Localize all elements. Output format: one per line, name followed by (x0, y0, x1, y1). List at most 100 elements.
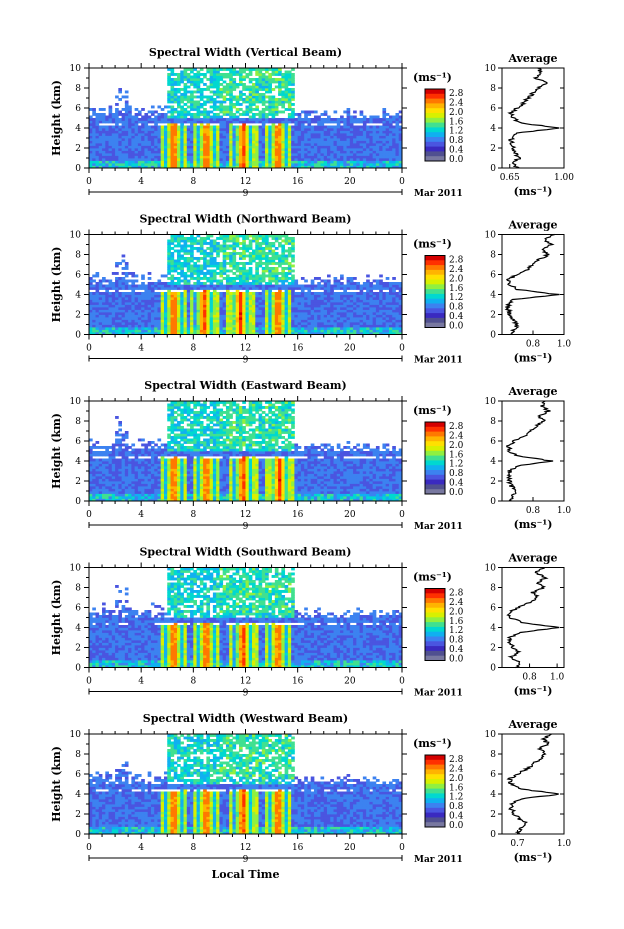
heatmap-cell (209, 294, 214, 298)
heatmap-cell (124, 324, 129, 328)
heatmap-cell (225, 155, 230, 159)
heatmap-cell (186, 165, 191, 169)
heatmap-cell (310, 317, 315, 320)
heatmap-cell (310, 292, 315, 295)
heatmap-cell (369, 160, 374, 164)
heatmap-cell (147, 143, 152, 146)
heatmap-cell (225, 165, 230, 169)
heatmap-cell (372, 138, 377, 141)
heatmap-cell (284, 237, 289, 240)
heatmap-cell (245, 160, 250, 164)
heatmap-cell (183, 125, 188, 129)
heatmap-cell (163, 294, 168, 298)
heatmap-cell (124, 297, 129, 300)
heatmap-cell (392, 160, 396, 164)
heatmap-cell (157, 115, 162, 119)
heatmap-cell (261, 292, 266, 295)
heatmap-cell (111, 319, 116, 323)
heatmap-cell (222, 138, 227, 141)
heatmap-cell (271, 163, 276, 166)
heatmap-cell (261, 98, 266, 101)
heatmap-cell (274, 78, 279, 81)
heatmap-cell (186, 118, 191, 121)
heatmap-cell (300, 299, 305, 303)
heatmap-cell (245, 324, 250, 328)
heatmap-cell (212, 264, 217, 268)
heatmap-cell (310, 279, 315, 283)
heatmap-cell (307, 329, 312, 333)
heatmap-cell (353, 125, 357, 129)
heatmap-cell (349, 140, 354, 144)
heatmap-cell (196, 155, 201, 159)
heatmap-cell (307, 128, 312, 131)
heatmap-cell (193, 140, 197, 144)
heatmap-cell (291, 140, 295, 144)
heatmap-cell (392, 163, 396, 166)
heatmap-cell (216, 163, 220, 166)
heatmap-cell (183, 108, 188, 111)
heatmap-cell (238, 309, 243, 313)
heatmap-cell (274, 85, 279, 89)
heatmap-cell (183, 244, 188, 248)
heatmap-cell (180, 100, 184, 104)
heatmap-cell (98, 150, 103, 154)
heatmap-cell (310, 309, 315, 313)
heatmap-cell (343, 160, 347, 164)
heatmap-cell (232, 103, 237, 106)
heatmap-cell (229, 143, 233, 146)
heatmap-cell (141, 322, 145, 325)
heatmap-cell (222, 259, 227, 263)
heatmap-cells (89, 68, 403, 169)
heatmap-cell (284, 324, 289, 328)
heatmap-cell (128, 294, 132, 298)
heatmap-cell (108, 327, 113, 330)
heatmap-cell (150, 322, 155, 325)
heatmap-cell (196, 324, 201, 328)
heatmap-cell (278, 88, 282, 91)
heatmap-cell (317, 284, 321, 288)
heatmap-cell (330, 150, 334, 154)
heatmap-cell (154, 150, 158, 154)
heatmap-cell (353, 135, 357, 139)
heatmap-cell (102, 153, 106, 156)
heatmap-cell (261, 324, 266, 328)
heatmap-cell (121, 302, 126, 305)
heatmap-cell (216, 329, 220, 333)
heatmap-cell (291, 88, 295, 91)
heatmap-cell (102, 108, 106, 111)
heatmap-cell (356, 319, 361, 323)
heatmap-cell (336, 324, 341, 328)
heatmap-cell (105, 287, 109, 290)
heatmap-cell (212, 249, 217, 253)
heatmap-cell (248, 297, 253, 300)
heatmap-cell (225, 237, 230, 240)
heatmap-cell (287, 163, 292, 166)
heatmap-cell (170, 95, 175, 99)
heatmap-cell (170, 150, 175, 154)
heatmap-cell (340, 135, 344, 139)
heatmap-cell (144, 130, 149, 134)
heatmap-cell (199, 138, 204, 141)
heatmap-cell (252, 317, 256, 320)
heatmap-cell (222, 98, 227, 101)
heatmap-cell (235, 277, 240, 280)
heatmap-cell (317, 138, 321, 141)
heatmap-cell (203, 160, 207, 164)
heatmap-cell (278, 128, 282, 131)
heatmap-cell (128, 145, 132, 149)
heatmap-cell (238, 78, 243, 81)
heatmap-cell (320, 143, 325, 146)
heatmap-cell (395, 153, 400, 156)
heatmap-cell (333, 148, 338, 151)
heatmap-cell (121, 148, 126, 151)
heatmap-cell (150, 332, 155, 335)
heatmap-cell (297, 294, 302, 298)
heatmap-cell (336, 304, 341, 308)
heatmap-cell (115, 264, 119, 268)
heatmap-cell (366, 130, 370, 134)
heatmap-cell (343, 294, 347, 298)
average-x-label: (ms⁻¹) (514, 185, 553, 198)
heatmap-cell (284, 284, 289, 288)
heatmap-cell (379, 165, 383, 169)
heatmap-cell (163, 329, 168, 333)
